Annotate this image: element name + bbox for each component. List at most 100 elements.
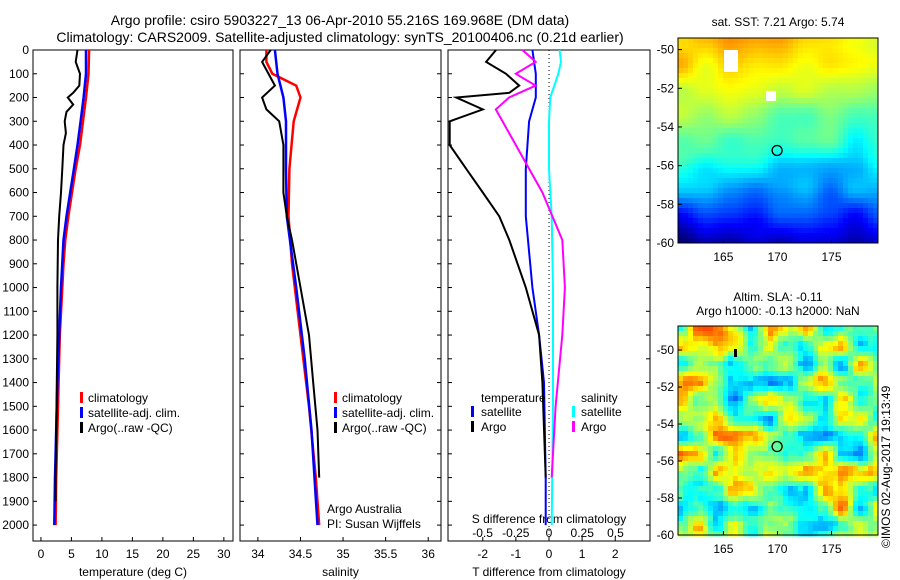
map-cell	[728, 223, 734, 229]
map-cell	[728, 361, 734, 367]
map-cell	[738, 118, 744, 124]
map-cell	[768, 168, 774, 174]
map-cell	[873, 346, 879, 352]
map-cell	[803, 411, 809, 417]
map-cell	[793, 133, 799, 139]
map-cell	[763, 238, 769, 244]
map-cell	[723, 153, 729, 159]
map-cell	[718, 336, 724, 342]
map-cell	[793, 526, 799, 532]
map-cell	[693, 516, 699, 522]
map-cell	[763, 168, 769, 174]
map-cell	[813, 228, 819, 234]
map-cell	[833, 411, 839, 417]
map-cell	[683, 436, 689, 442]
map-cell	[793, 376, 799, 382]
diff-xlabel: T difference from climatology	[472, 565, 626, 579]
map-cell	[858, 381, 864, 387]
map-cell	[808, 123, 814, 129]
map-cell	[798, 426, 804, 432]
map-cell	[758, 491, 764, 497]
map-cell	[858, 233, 864, 239]
map-cell	[808, 83, 814, 89]
map-cell	[803, 118, 809, 124]
map-cell	[753, 123, 759, 129]
map-cell	[868, 416, 874, 422]
map-cell	[803, 486, 809, 492]
legend-label: satellite-adj. clim.	[342, 406, 434, 420]
map-cell	[833, 108, 839, 114]
map-cell	[868, 526, 874, 532]
map-cell	[788, 193, 794, 199]
map-cell	[868, 178, 874, 184]
map-cell	[688, 158, 694, 164]
map-cell	[843, 436, 849, 442]
map-cell	[678, 341, 684, 347]
map-cell	[728, 531, 734, 537]
map-cell	[768, 371, 774, 377]
map-cell	[768, 203, 774, 209]
map-cell	[698, 446, 704, 452]
map-cell	[753, 233, 759, 239]
map-cell	[778, 133, 784, 139]
map-cell	[778, 98, 784, 104]
map-cell	[718, 58, 724, 64]
map-cell	[693, 496, 699, 502]
map-cell	[708, 38, 714, 44]
map-cell	[868, 486, 874, 492]
map-cell	[833, 48, 839, 54]
map-cell	[788, 496, 794, 502]
legend-temperature-title: temperature	[481, 391, 546, 405]
map-cell	[683, 238, 689, 244]
map-cell	[768, 531, 774, 537]
map-cell	[838, 93, 844, 99]
map-cell	[773, 456, 779, 462]
map-cell	[678, 193, 684, 199]
map-cell	[798, 391, 804, 397]
map-cell	[798, 381, 804, 387]
map-cell	[698, 213, 704, 219]
map-cell	[738, 108, 744, 114]
map-cell	[678, 326, 684, 332]
map-cell	[853, 213, 859, 219]
map-cell	[783, 466, 789, 472]
map-cell	[873, 73, 879, 79]
map-cell	[868, 148, 874, 154]
map-cell	[743, 501, 749, 507]
map-cell	[873, 336, 879, 342]
map-cell	[703, 511, 709, 517]
map-cell	[848, 53, 854, 59]
map-cell	[833, 396, 839, 402]
map-cell	[848, 123, 854, 129]
map-cell	[713, 93, 719, 99]
map-cell	[688, 471, 694, 477]
map-cell	[818, 43, 824, 49]
map-cell	[703, 476, 709, 482]
map-cell	[703, 356, 709, 362]
map-cell	[718, 138, 724, 144]
map-cell	[793, 516, 799, 522]
map-cell	[823, 516, 829, 522]
map-cell	[688, 188, 694, 194]
map-cell	[868, 188, 874, 194]
map-cell	[873, 153, 879, 159]
map-cell	[783, 491, 789, 497]
map-cell	[843, 223, 849, 229]
map-cell	[683, 441, 689, 447]
map-cell	[718, 366, 724, 372]
map-cell	[738, 208, 744, 214]
map-cell	[868, 68, 874, 74]
map-cell	[753, 183, 759, 189]
map-cell	[863, 83, 869, 89]
map-cell	[793, 456, 799, 462]
map-cell	[753, 73, 759, 79]
map-cell	[678, 213, 684, 219]
map-cell	[798, 496, 804, 502]
map-cell	[743, 63, 749, 69]
map-cell	[818, 426, 824, 432]
map-cell	[858, 113, 864, 119]
map-cell	[848, 431, 854, 437]
map-cell	[773, 113, 779, 119]
map-cell	[678, 531, 684, 537]
map-cell	[763, 103, 769, 109]
